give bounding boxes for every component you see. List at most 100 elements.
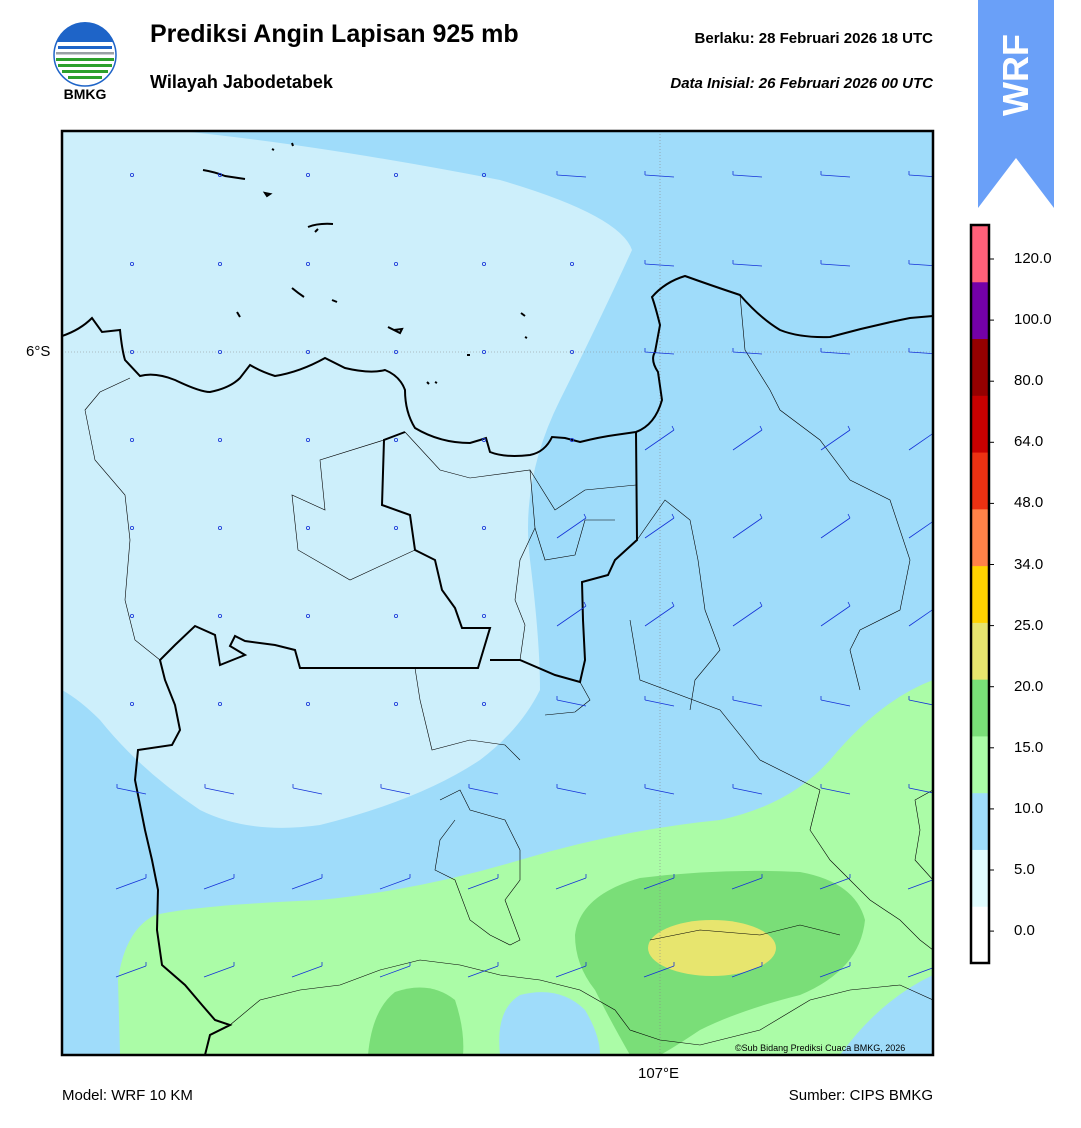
wind-barb bbox=[292, 784, 323, 795]
colorbar-tick-label: 15.0 bbox=[1014, 738, 1044, 756]
wind-barb bbox=[908, 260, 933, 267]
calm-wind-marker bbox=[217, 437, 222, 442]
calm-wind-marker bbox=[217, 702, 222, 707]
bmkg-logo-icon bbox=[53, 21, 117, 87]
wind-barb bbox=[644, 260, 675, 267]
wind-barbs bbox=[115, 171, 933, 978]
regency-boundaries bbox=[84, 294, 933, 1046]
wind-barb bbox=[203, 874, 235, 890]
wind-barb bbox=[643, 962, 675, 978]
longitude-label: 107°E bbox=[638, 1065, 680, 1082]
wind-barb bbox=[820, 601, 851, 627]
wind-barb bbox=[555, 874, 587, 890]
wind-barb bbox=[820, 171, 851, 178]
colorbar bbox=[969, 223, 994, 965]
wind-barb bbox=[116, 784, 147, 795]
colorbar-segment bbox=[971, 906, 989, 964]
calm-wind-marker bbox=[129, 437, 134, 442]
colorbar-segment bbox=[971, 735, 989, 794]
wind-band-5-10-corner bbox=[840, 975, 933, 1055]
wind-barb bbox=[732, 513, 763, 539]
wind-barb bbox=[732, 425, 763, 451]
wind-barb bbox=[732, 171, 763, 178]
wind-band-0-5 bbox=[62, 131, 632, 828]
wind-barb bbox=[556, 513, 587, 539]
calm-wind-marker bbox=[129, 172, 134, 177]
calm-wind-marker bbox=[217, 526, 222, 531]
calm-wind-marker bbox=[393, 349, 398, 354]
wind-barb bbox=[644, 696, 675, 707]
colorbar-segment bbox=[971, 395, 989, 453]
wind-barb bbox=[908, 608, 933, 627]
calm-wind-marker bbox=[393, 437, 398, 442]
colorbar-segment bbox=[971, 849, 989, 907]
calm-wind-marker bbox=[129, 349, 134, 354]
wind-barb bbox=[291, 962, 323, 978]
colorbar-tick-label: 64.0 bbox=[1014, 433, 1044, 451]
wind-barb bbox=[644, 425, 675, 451]
calm-wind-marker bbox=[481, 614, 486, 619]
wind-barb bbox=[644, 348, 675, 355]
colorbar-segment bbox=[971, 622, 989, 680]
wind-barb bbox=[732, 784, 763, 795]
wind-barb bbox=[819, 874, 851, 890]
latitude-label: 6°S bbox=[26, 343, 51, 360]
colorbar-tick-label: 80.0 bbox=[1014, 372, 1044, 390]
islands bbox=[202, 142, 528, 385]
wind-barb bbox=[820, 348, 851, 355]
wind-barb bbox=[644, 784, 675, 795]
colorbar-segment bbox=[971, 281, 989, 340]
wind-barb bbox=[644, 171, 675, 178]
wind-barb bbox=[467, 874, 499, 890]
model-text: Model: WRF 10 KM bbox=[62, 1087, 193, 1104]
wind-barb bbox=[907, 879, 933, 890]
calm-wind-marker bbox=[217, 172, 222, 177]
calm-wind-marker bbox=[393, 702, 398, 707]
colorbar-segment bbox=[971, 679, 989, 737]
wind-barb bbox=[908, 171, 933, 178]
calm-wind-marker bbox=[129, 526, 134, 531]
wind-barb bbox=[644, 513, 675, 539]
calm-wind-marker bbox=[393, 526, 398, 531]
colorbar-segment bbox=[971, 225, 989, 283]
calm-wind-marker bbox=[393, 172, 398, 177]
wind-barb bbox=[819, 962, 851, 978]
wind-barb bbox=[732, 601, 763, 627]
calm-wind-marker bbox=[305, 172, 310, 177]
wind-barb bbox=[732, 260, 763, 267]
colorbar-frame bbox=[969, 223, 991, 965]
wind-barb bbox=[556, 171, 587, 178]
source-text: Sumber: CIPS BMKG bbox=[788, 1087, 933, 1104]
wind-barb bbox=[379, 874, 411, 890]
colorbar-tick-label: 120.0 bbox=[1014, 250, 1052, 267]
wind-barb bbox=[379, 962, 411, 978]
calm-wind-marker bbox=[129, 614, 134, 619]
province-boundary-east bbox=[490, 431, 639, 684]
wind-band-5-10-patch bbox=[499, 992, 600, 1055]
calm-wind-marker bbox=[305, 526, 310, 531]
colorbar-tick-label: 20.0 bbox=[1014, 677, 1044, 695]
calm-wind-marker bbox=[129, 261, 134, 266]
wind-barb bbox=[731, 962, 763, 978]
wind-barb bbox=[204, 784, 235, 795]
calm-wind-marker bbox=[481, 526, 486, 531]
colorbar-tick-label: 34.0 bbox=[1014, 555, 1044, 573]
colorbar-tick-label: 0.0 bbox=[1014, 922, 1035, 940]
wind-barb bbox=[115, 874, 147, 890]
calm-wind-marker bbox=[217, 614, 222, 619]
wind-barb bbox=[908, 520, 933, 539]
calm-wind-marker bbox=[393, 261, 398, 266]
wind-barb bbox=[556, 784, 587, 795]
wind-barb bbox=[908, 348, 933, 355]
wind-barb bbox=[820, 513, 851, 539]
wind-barb bbox=[644, 601, 675, 627]
calm-wind-marker bbox=[570, 437, 575, 442]
calm-wind-marker bbox=[305, 261, 310, 266]
calm-wind-marker bbox=[305, 702, 310, 707]
wind-barb bbox=[820, 784, 851, 795]
page-subtitle: Wilayah Jabodetabek bbox=[150, 72, 333, 92]
province-boundary bbox=[133, 431, 492, 1055]
calm-wind-marker bbox=[481, 349, 486, 354]
calm-wind-marker bbox=[217, 349, 222, 354]
